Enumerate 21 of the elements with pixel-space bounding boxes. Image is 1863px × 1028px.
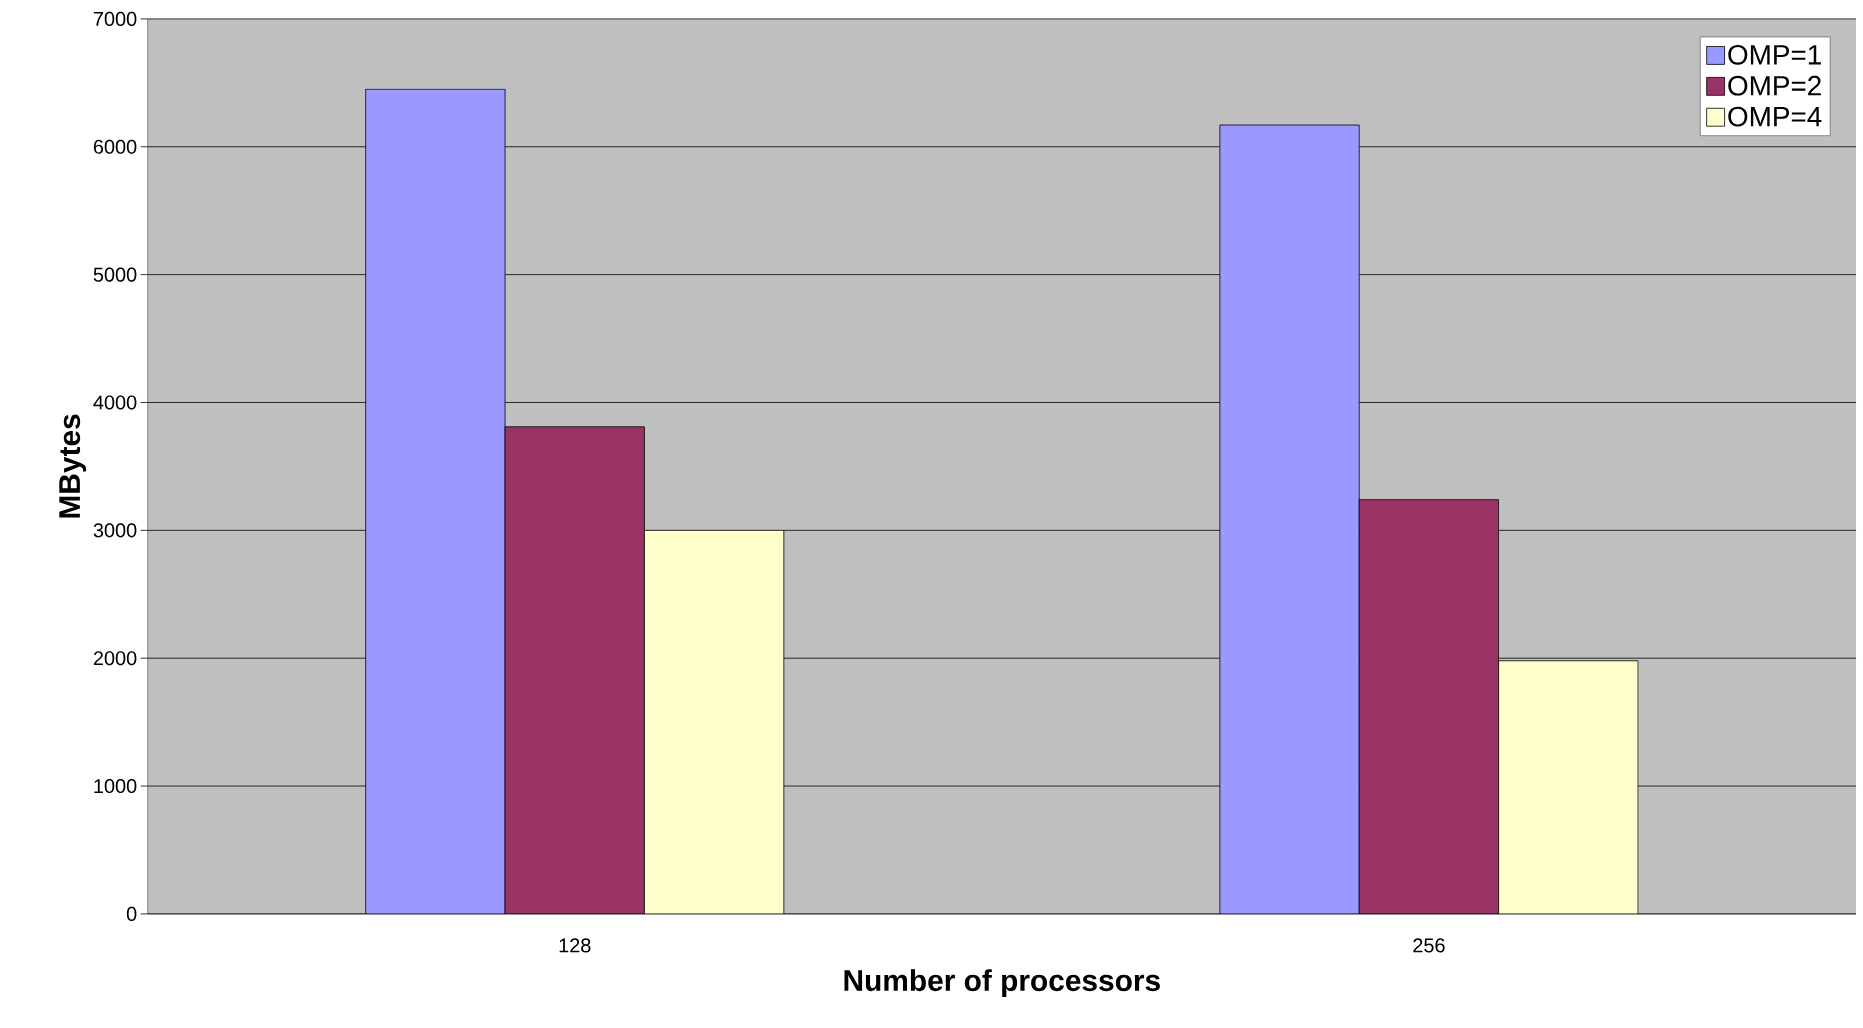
- bar: [1498, 660, 1639, 914]
- y-tick-label: 3000: [93, 523, 137, 538]
- y-tick-label: 6000: [93, 139, 137, 154]
- y-tick-label: 4000: [93, 395, 137, 410]
- x-tick-label: 128: [559, 938, 591, 953]
- y-tick-label: 0: [126, 906, 137, 921]
- bar: [1358, 499, 1500, 914]
- legend-label: OMP=1: [1728, 44, 1821, 65]
- legend-label: OMP=2: [1728, 75, 1821, 96]
- bar: [1219, 124, 1360, 914]
- bar: [365, 88, 506, 914]
- y-axis-title: MBytes: [59, 414, 87, 518]
- y-tick-label: 7000: [93, 11, 137, 26]
- x-axis-title: Number of processors: [844, 968, 1160, 997]
- bar: [644, 529, 785, 914]
- y-tick-label: 1000: [94, 778, 137, 793]
- x-tick-label: 256: [1413, 938, 1445, 953]
- y-tick-label: 5000: [93, 267, 137, 282]
- legend-label: OMP=4: [1728, 106, 1822, 127]
- bar: [504, 426, 645, 914]
- y-tick-label: 2000: [93, 650, 137, 666]
